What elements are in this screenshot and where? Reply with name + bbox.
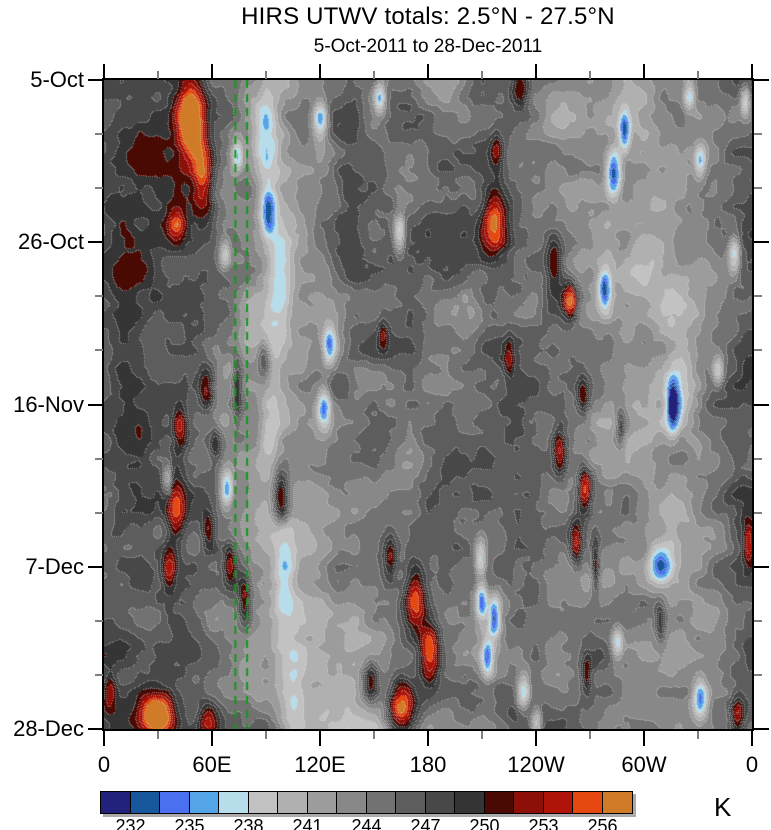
x-axis-tick-label: 60W (621, 752, 667, 777)
y-axis-tick-label: 16-Nov (13, 391, 84, 417)
colorbar-tick-label: 232 (115, 816, 146, 830)
colorbar-segment (219, 792, 249, 813)
contour-field-canvas (104, 80, 752, 729)
major-tick (88, 241, 103, 244)
minor-tick (754, 133, 762, 136)
major-tick (754, 403, 769, 406)
x-axis-tick-label: 120W (507, 752, 565, 777)
colorbar-tick-label: 238 (233, 816, 264, 830)
colorbar-segment (543, 792, 573, 813)
colorbar-segment (484, 792, 514, 813)
minor-tick (95, 619, 103, 622)
minor-tick (95, 457, 103, 460)
minor-tick (754, 619, 762, 622)
major-tick (103, 64, 105, 79)
colorbar-segment (425, 792, 455, 813)
major-tick (88, 565, 103, 568)
minor-tick (157, 71, 159, 79)
major-tick (319, 731, 321, 746)
colorbar-tick-label: 247 (410, 816, 441, 830)
colorbar-tick-label: 253 (528, 816, 559, 830)
colorbar-segment (189, 792, 219, 813)
minor-tick (481, 731, 483, 739)
minor-tick (95, 349, 103, 352)
colorbar-segment (602, 792, 632, 813)
colorbar-tick-label: 250 (469, 816, 500, 830)
colorbar-unit-label: K (714, 792, 732, 822)
minor-tick (157, 731, 159, 739)
colorbar-tick-label: 235 (174, 816, 205, 830)
minor-tick (589, 731, 591, 739)
major-tick (643, 64, 645, 79)
major-tick (103, 731, 105, 746)
y-axis-tick-label: 26-Oct (17, 229, 84, 255)
major-tick (754, 241, 769, 244)
colorbar-segment (455, 792, 485, 813)
minor-tick (265, 71, 267, 79)
minor-tick (754, 457, 762, 460)
major-tick (751, 731, 753, 746)
major-tick (754, 728, 769, 730)
minor-tick (95, 673, 103, 676)
colorbar (100, 791, 633, 814)
colorbar-tick-label: 241 (292, 816, 323, 830)
colorbar-segment (101, 792, 131, 813)
minor-tick (754, 349, 762, 352)
page-title: HIRS UTWV totals: 2.5°N - 27.5°N (241, 3, 615, 30)
minor-tick (481, 71, 483, 79)
major-tick (88, 403, 103, 406)
major-tick (211, 64, 213, 79)
colorbar-segment (160, 792, 190, 813)
major-tick (754, 565, 769, 568)
minor-tick (754, 295, 762, 298)
minor-tick (754, 187, 762, 190)
y-axis-tick-label: 28-Dec (13, 716, 84, 741)
y-axis-tick-label: 5-Oct (30, 67, 84, 92)
major-tick (88, 79, 103, 81)
colorbar-segment (130, 792, 160, 813)
major-tick (211, 731, 213, 746)
minor-tick (373, 731, 375, 739)
minor-tick (95, 133, 103, 136)
major-tick (643, 731, 645, 746)
x-axis-tick-label: 180 (409, 752, 447, 777)
x-axis-tick-label: 120E (294, 752, 346, 777)
x-axis-tick-label: 60E (192, 752, 232, 777)
major-tick (751, 64, 753, 79)
minor-tick (95, 295, 103, 298)
major-tick (535, 731, 537, 746)
colorbar-segment (248, 792, 278, 813)
major-tick (88, 728, 103, 730)
colorbar-tick-label: 256 (587, 816, 618, 830)
major-tick (427, 731, 429, 746)
minor-tick (754, 511, 762, 514)
colorbar-segment (337, 792, 367, 813)
minor-tick (373, 71, 375, 79)
colorbar-tick-label: 244 (351, 816, 382, 830)
colorbar-segment (307, 792, 337, 813)
colorbar-segment (366, 792, 396, 813)
minor-tick (95, 187, 103, 190)
major-tick (754, 79, 769, 81)
x-axis-tick-label: 0 (745, 752, 759, 777)
colorbar-segment (514, 792, 544, 813)
page-subtitle: 5-Oct-2011 to 28-Dec-2011 (313, 36, 543, 57)
minor-tick (589, 71, 591, 79)
minor-tick (697, 731, 699, 739)
colorbar-segment (573, 792, 603, 813)
major-tick (319, 64, 321, 79)
minor-tick (95, 511, 103, 514)
colorbar-segment (278, 792, 308, 813)
major-tick (535, 64, 537, 79)
colorbar-segment (396, 792, 426, 813)
minor-tick (697, 71, 699, 79)
y-axis-tick-label: 7-Dec (25, 553, 84, 579)
minor-tick (754, 673, 762, 676)
major-tick (427, 64, 429, 79)
x-axis-tick-label: 0 (97, 752, 111, 777)
minor-tick (265, 731, 267, 739)
